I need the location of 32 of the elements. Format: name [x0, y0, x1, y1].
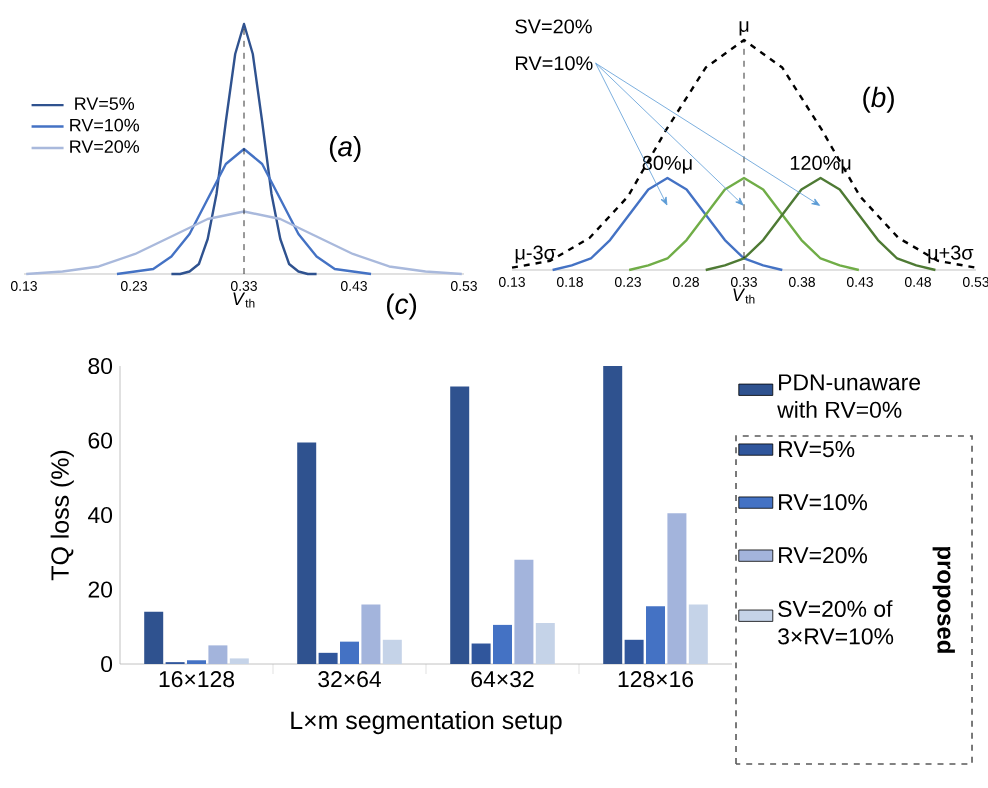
text: (a) — [329, 135, 361, 162]
annotation: 80%μ — [642, 155, 692, 174]
x-axis-title: V$_{th}$ — [233, 292, 255, 308]
legend-label: SV=20% of 3×RV=10% — [778, 600, 894, 645]
chart-title: (c) — [386, 293, 417, 320]
x-tick-label: 128×16 — [618, 671, 694, 688]
y-axis-title: TQ loss (%) — [50, 450, 74, 581]
y-tick-label: 80 — [88, 357, 113, 375]
x-axis-title: L×m segmentation setup — [291, 710, 562, 735]
legend-label: RV=5% — [779, 441, 855, 458]
y-tick-label: 0 — [101, 655, 113, 673]
y-tick-label: 20 — [88, 581, 113, 598]
x-tick-label: 32×64 — [318, 671, 381, 688]
legend-label: RV=20% — [779, 547, 868, 564]
y-tick-label: 60 — [88, 432, 113, 449]
annotation: μ+3σ — [928, 245, 974, 264]
legend-label: RV=10% — [779, 494, 868, 511]
annotation: RV=10% — [516, 56, 593, 71]
text: SV=20% — [515, 19, 592, 34]
legend-label: RV=20% — [70, 140, 140, 153]
text: (b) — [863, 86, 894, 113]
annotation: μ — [739, 21, 749, 36]
x-tick-label: 64×32 — [471, 671, 534, 688]
legend-label: PDN-unaware with RV=0% — [777, 374, 921, 418]
x-axis-title: V$_{th}$ — [733, 288, 755, 304]
text: proposed — [932, 547, 955, 653]
annotation: μ-3σ — [515, 245, 556, 264]
x-tick-label: 16×128 — [159, 671, 235, 688]
y-tick-label: 40 — [88, 506, 113, 524]
legend-label: RV=10% — [70, 118, 140, 132]
legend-label: RV=5% — [75, 97, 135, 110]
annotation: 120%μ — [790, 155, 851, 174]
